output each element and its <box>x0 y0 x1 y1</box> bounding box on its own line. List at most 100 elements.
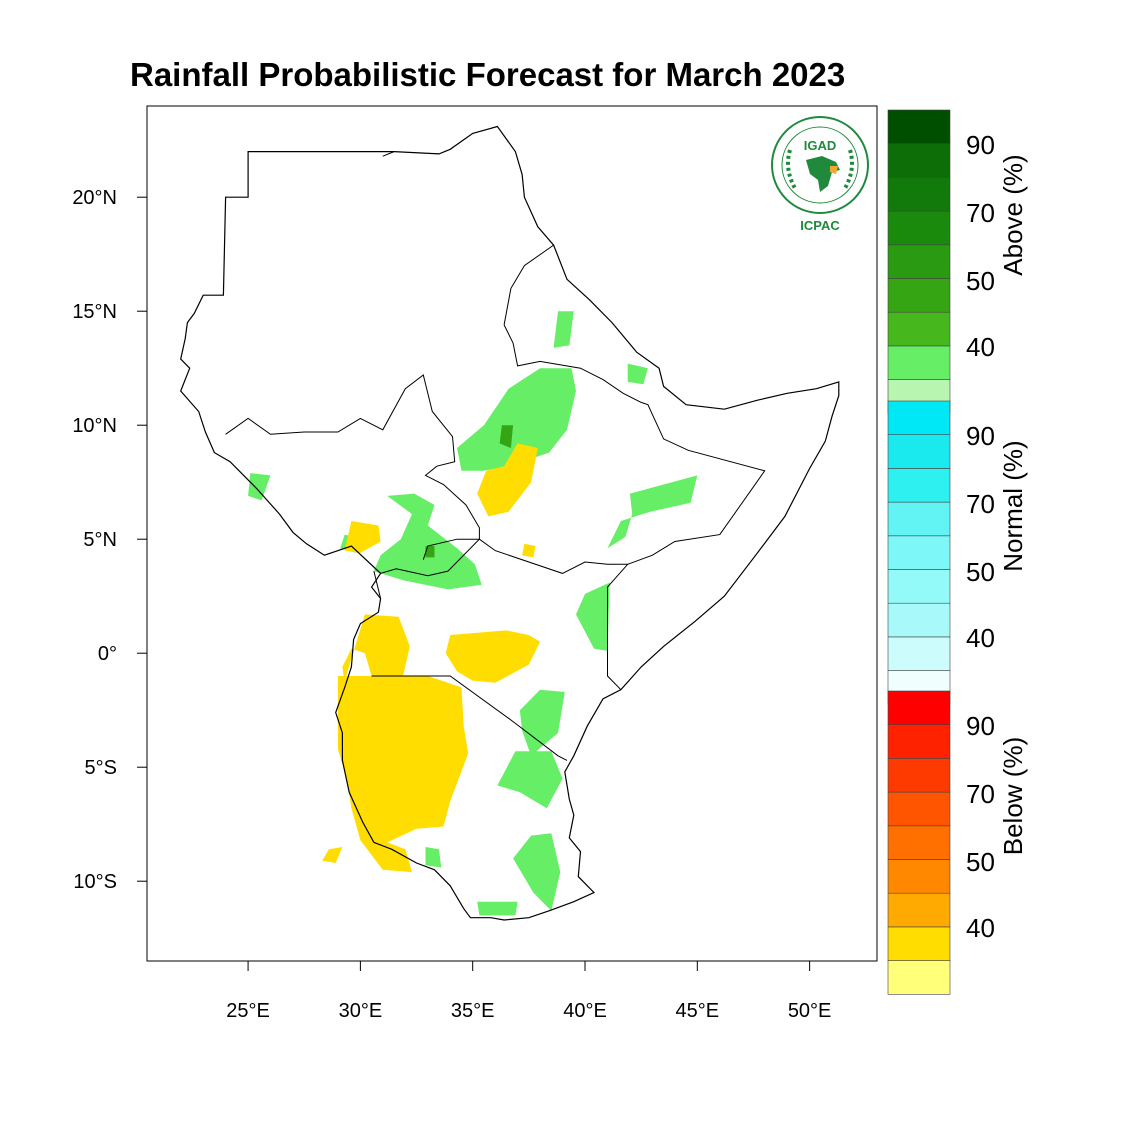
colorbar-swatch <box>887 690 951 726</box>
colorbar-tick-label: 90 <box>966 711 995 741</box>
country-border-1 <box>447 538 629 691</box>
colorbar-tick-label: 50 <box>966 266 995 296</box>
colorbar-swatch <box>887 859 951 894</box>
colorbar-swatch <box>887 177 951 212</box>
forecast-region-below-19 <box>445 630 541 683</box>
colorbar-tick-label: 90 <box>966 130 995 160</box>
logo-africa-icon <box>806 156 840 192</box>
colorbar-tick-label: 50 <box>966 847 995 877</box>
x-tick-label: 30°E <box>339 1000 383 1022</box>
colorbar-swatch <box>887 434 951 469</box>
colorbar-swatch <box>887 724 951 759</box>
colorbar-title: Normal (%) <box>998 440 1028 571</box>
colorbar-swatch <box>887 791 951 827</box>
forecast-region-above-11 <box>497 751 563 809</box>
colorbar-title: Below (%) <box>998 737 1028 855</box>
colorbar-tick-label: 40 <box>966 623 995 653</box>
forecast-region-above-0 <box>457 368 576 471</box>
colorbar-tick-label: 50 <box>966 557 995 587</box>
country-border-0 <box>371 675 568 761</box>
colorbar-swatch <box>887 278 951 313</box>
logo-horn-icon <box>830 166 838 174</box>
y-tick-label: 15°N <box>72 301 117 323</box>
y-tick-label: 0° <box>98 643 117 665</box>
forecast-region-below-17 <box>522 543 536 558</box>
colorbar-swatch <box>887 535 951 570</box>
colorbar-swatch <box>887 758 951 793</box>
colorbar-tick-label: 70 <box>966 198 995 228</box>
forecast-region-above-2 <box>553 311 574 348</box>
colorbar-swatch <box>887 468 951 503</box>
coastline-outline <box>180 125 840 921</box>
logo-top-text: IGAD <box>804 138 837 153</box>
country-border-3 <box>422 538 480 560</box>
forecast-region-above-5 <box>373 493 482 590</box>
colorbar-swatch <box>887 825 951 860</box>
colorbar-swatch <box>887 311 951 347</box>
forecast-region-above-3 <box>627 363 648 385</box>
colorbar-tick-label: 90 <box>966 421 995 451</box>
country-border-8 <box>382 151 395 157</box>
colorbar-tick-label: 40 <box>966 332 995 362</box>
forecast-region-below-16 <box>344 521 381 553</box>
colorbar-swatch <box>887 143 951 178</box>
colorbar-swatch <box>887 109 951 145</box>
logo-laurel-left-icon <box>786 149 798 192</box>
country-border-2 <box>380 568 449 577</box>
forecast-region-above-9 <box>576 582 610 651</box>
logo-laurel-right-icon <box>842 149 854 192</box>
colorbar-swatch <box>887 602 951 638</box>
igad-icpac-logo: IGAD ICPAC <box>771 116 869 233</box>
forecast-region-below-20 <box>337 676 469 873</box>
colorbar-normal: 90 70 50 40 Normal (%) <box>887 400 1028 705</box>
forecast-region-above-1 <box>499 425 514 448</box>
logo-inner-ring <box>781 126 859 204</box>
forecast-region-below-21 <box>322 847 343 863</box>
forecast-region-above-13 <box>425 847 442 868</box>
colorbar-above: 90 70 50 40 Above (%) <box>887 109 1028 414</box>
x-tick-label: 25°E <box>226 1000 270 1022</box>
y-tick-label: 5°N <box>83 529 117 551</box>
forecast-region-above-8 <box>248 473 271 501</box>
country-border-7 <box>503 244 554 325</box>
colorbar-swatch <box>887 569 951 604</box>
colorbar-tick-label: 40 <box>966 913 995 943</box>
colorbar-swatch <box>887 960 951 995</box>
colorbar-below: 90 70 50 40 Below (%) <box>887 690 1028 995</box>
forecast-region-below-18 <box>335 614 410 711</box>
y-tick-label: 20°N <box>72 187 117 209</box>
x-tick-label: 35°E <box>451 1000 495 1022</box>
forecast-region-above-14 <box>477 901 518 916</box>
y-tick-label: 5°S <box>85 757 117 779</box>
map-layer <box>180 125 840 921</box>
x-tick-label: 50°E <box>788 1000 832 1022</box>
forecast-region-below-15 <box>477 443 538 517</box>
colorbar-swatch <box>887 210 951 246</box>
forecast-region-above-6 <box>425 546 435 558</box>
country-border-5 <box>225 374 480 540</box>
axis-layer: 25°E 30°E 35°E 40°E 45°E 50°E 20°N 15°N 10°N 5°N 0… <box>72 187 831 1022</box>
forecast-region-above-10 <box>519 689 565 756</box>
x-tick-label: 40°E <box>563 1000 607 1022</box>
colorbar-swatch <box>887 636 951 671</box>
colorbar-swatch <box>887 345 951 380</box>
x-tick-label: 45°E <box>676 1000 720 1022</box>
colorbar-swatch <box>887 244 951 279</box>
colorbar-swatch <box>887 892 951 928</box>
logo-bottom-text: ICPAC <box>800 218 840 233</box>
y-tick-label: 10°N <box>72 415 117 437</box>
map-title: Rainfall Probabilistic Forecast for Marc… <box>130 56 846 93</box>
y-tick-label: 10°S <box>73 871 117 893</box>
colorbar-tick-label: 70 <box>966 489 995 519</box>
colorbar-swatch <box>887 501 951 537</box>
country-border-4 <box>373 570 382 599</box>
colorbar-swatch <box>887 926 951 961</box>
country-border-6 <box>503 324 766 565</box>
forecast-region-above-12 <box>513 833 561 911</box>
forecast-region-above-4 <box>607 475 698 549</box>
colorbar-tick-label: 70 <box>966 779 995 809</box>
colorbar-title: Above (%) <box>998 154 1028 275</box>
colorbar-swatch <box>887 400 951 436</box>
